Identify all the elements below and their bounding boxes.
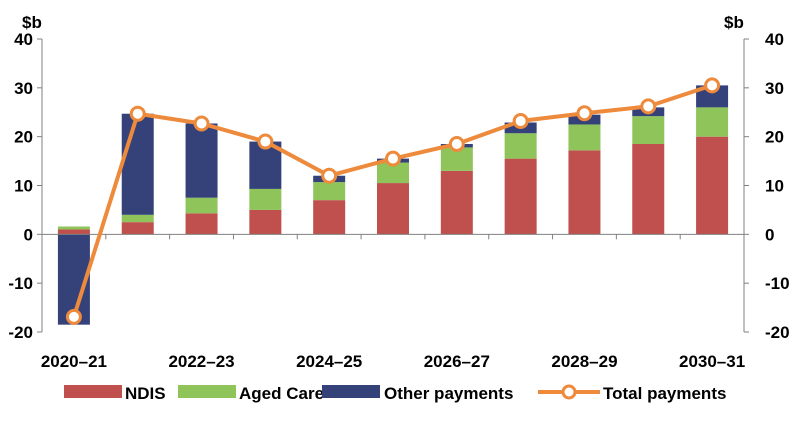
legend-swatch-other-payments xyxy=(322,385,380,398)
legend-label-ndis: NDIS xyxy=(125,384,166,403)
point-total-payments-2030-31 xyxy=(704,77,721,94)
left-y-tick-label: -20 xyxy=(8,323,33,342)
bar-other-payments-2022-23 xyxy=(185,123,218,198)
bar-ndis-2027-28 xyxy=(504,158,537,235)
point-total-payments-2022-23 xyxy=(193,115,210,132)
bar-aged-care-2026-27 xyxy=(440,147,473,171)
right-y-tick-label: 30 xyxy=(765,79,784,98)
point-total-payments-2029-30 xyxy=(640,98,657,115)
bar-ndis-2023-24 xyxy=(249,209,282,235)
bar-ndis-2030-31 xyxy=(696,136,729,235)
x-tick-label-2026-27: 2026–27 xyxy=(424,352,490,371)
bars-layer xyxy=(57,85,729,325)
left-y-tick-label: 20 xyxy=(14,128,33,147)
left-unit-label: $b xyxy=(22,13,42,32)
tick-labels-layer: -20 -20 -10 -10 0 0 10 10 20 20 30 30 40 40 2020–21 202… xyxy=(8,30,789,371)
right-y-tick-label: -20 xyxy=(765,323,790,342)
bar-ndis-2028-29 xyxy=(568,150,601,235)
bar-other-payments-2021-22 xyxy=(121,113,154,215)
bar-ndis-2021-22 xyxy=(121,222,154,235)
axes-layer xyxy=(37,38,749,333)
legend-label-other-payments: Other payments xyxy=(384,384,513,403)
bar-other-payments-2030-31 xyxy=(696,85,729,108)
right-y-tick-label: 0 xyxy=(765,225,774,244)
bar-aged-care-2024-25 xyxy=(313,182,346,201)
right-y-tick-label: -10 xyxy=(765,274,790,293)
bar-aged-care-2022-23 xyxy=(185,197,218,214)
point-total-payments-2024-25 xyxy=(321,167,338,184)
legend-swatch-total-payments-marker xyxy=(561,384,577,400)
bar-ndis-2022-23 xyxy=(185,213,218,235)
legend-swatch-aged-care xyxy=(178,385,236,398)
point-total-payments-2025-26 xyxy=(385,150,401,167)
point-total-payments-2023-24 xyxy=(257,133,274,150)
point-total-payments-2021-22 xyxy=(129,105,146,122)
x-tick-label-2024-25: 2024–25 xyxy=(296,352,362,371)
right-unit-label: $b xyxy=(724,13,744,32)
right-y-tick-label: 20 xyxy=(765,128,784,147)
bar-aged-care-2025-26 xyxy=(377,162,409,184)
point-total-payments-2027-28 xyxy=(512,113,529,130)
x-tick-label-2022-23: 2022–23 xyxy=(168,352,234,371)
x-tick-label-2028-29: 2028–29 xyxy=(551,352,617,371)
bar-aged-care-2020-21 xyxy=(57,226,90,230)
legend-label-aged-care: Aged Care xyxy=(239,384,324,403)
point-total-payments-2020-21 xyxy=(65,308,82,325)
left-y-tick-label: 40 xyxy=(14,30,33,49)
bar-aged-care-2027-28 xyxy=(504,133,537,159)
right-y-tick-label: 40 xyxy=(765,30,784,49)
bar-ndis-2026-27 xyxy=(440,170,473,235)
bar-ndis-2029-30 xyxy=(632,143,665,235)
x-tick-label-2030-31: 2030–31 xyxy=(679,352,745,371)
left-y-tick-label: -10 xyxy=(8,274,33,293)
legend-swatch-ndis xyxy=(64,385,122,398)
bar-aged-care-2029-30 xyxy=(632,116,665,144)
left-y-tick-label: 0 xyxy=(24,225,33,244)
x-tick-label-2020-21: 2020–21 xyxy=(41,352,107,371)
left-y-tick-label: 10 xyxy=(14,177,33,196)
bar-aged-care-2021-22 xyxy=(121,214,154,223)
bar-ndis-2020-21 xyxy=(57,229,90,235)
left-y-tick-label: 30 xyxy=(14,79,33,98)
legend: NDIS Aged Care Other payments Total paym… xyxy=(64,384,726,403)
bar-ndis-2024-25 xyxy=(313,200,346,235)
legend-label-total-payments: Total payments xyxy=(603,384,726,403)
right-y-tick-label: 10 xyxy=(765,177,784,196)
bar-aged-care-2028-29 xyxy=(568,124,601,151)
bar-aged-care-2030-31 xyxy=(696,107,729,137)
bar-ndis-2025-26 xyxy=(377,183,409,235)
total-payments-line-layer xyxy=(65,77,721,325)
point-total-payments-2028-29 xyxy=(576,105,593,122)
point-total-payments-2026-27 xyxy=(448,135,465,152)
bar-aged-care-2023-24 xyxy=(249,188,282,210)
